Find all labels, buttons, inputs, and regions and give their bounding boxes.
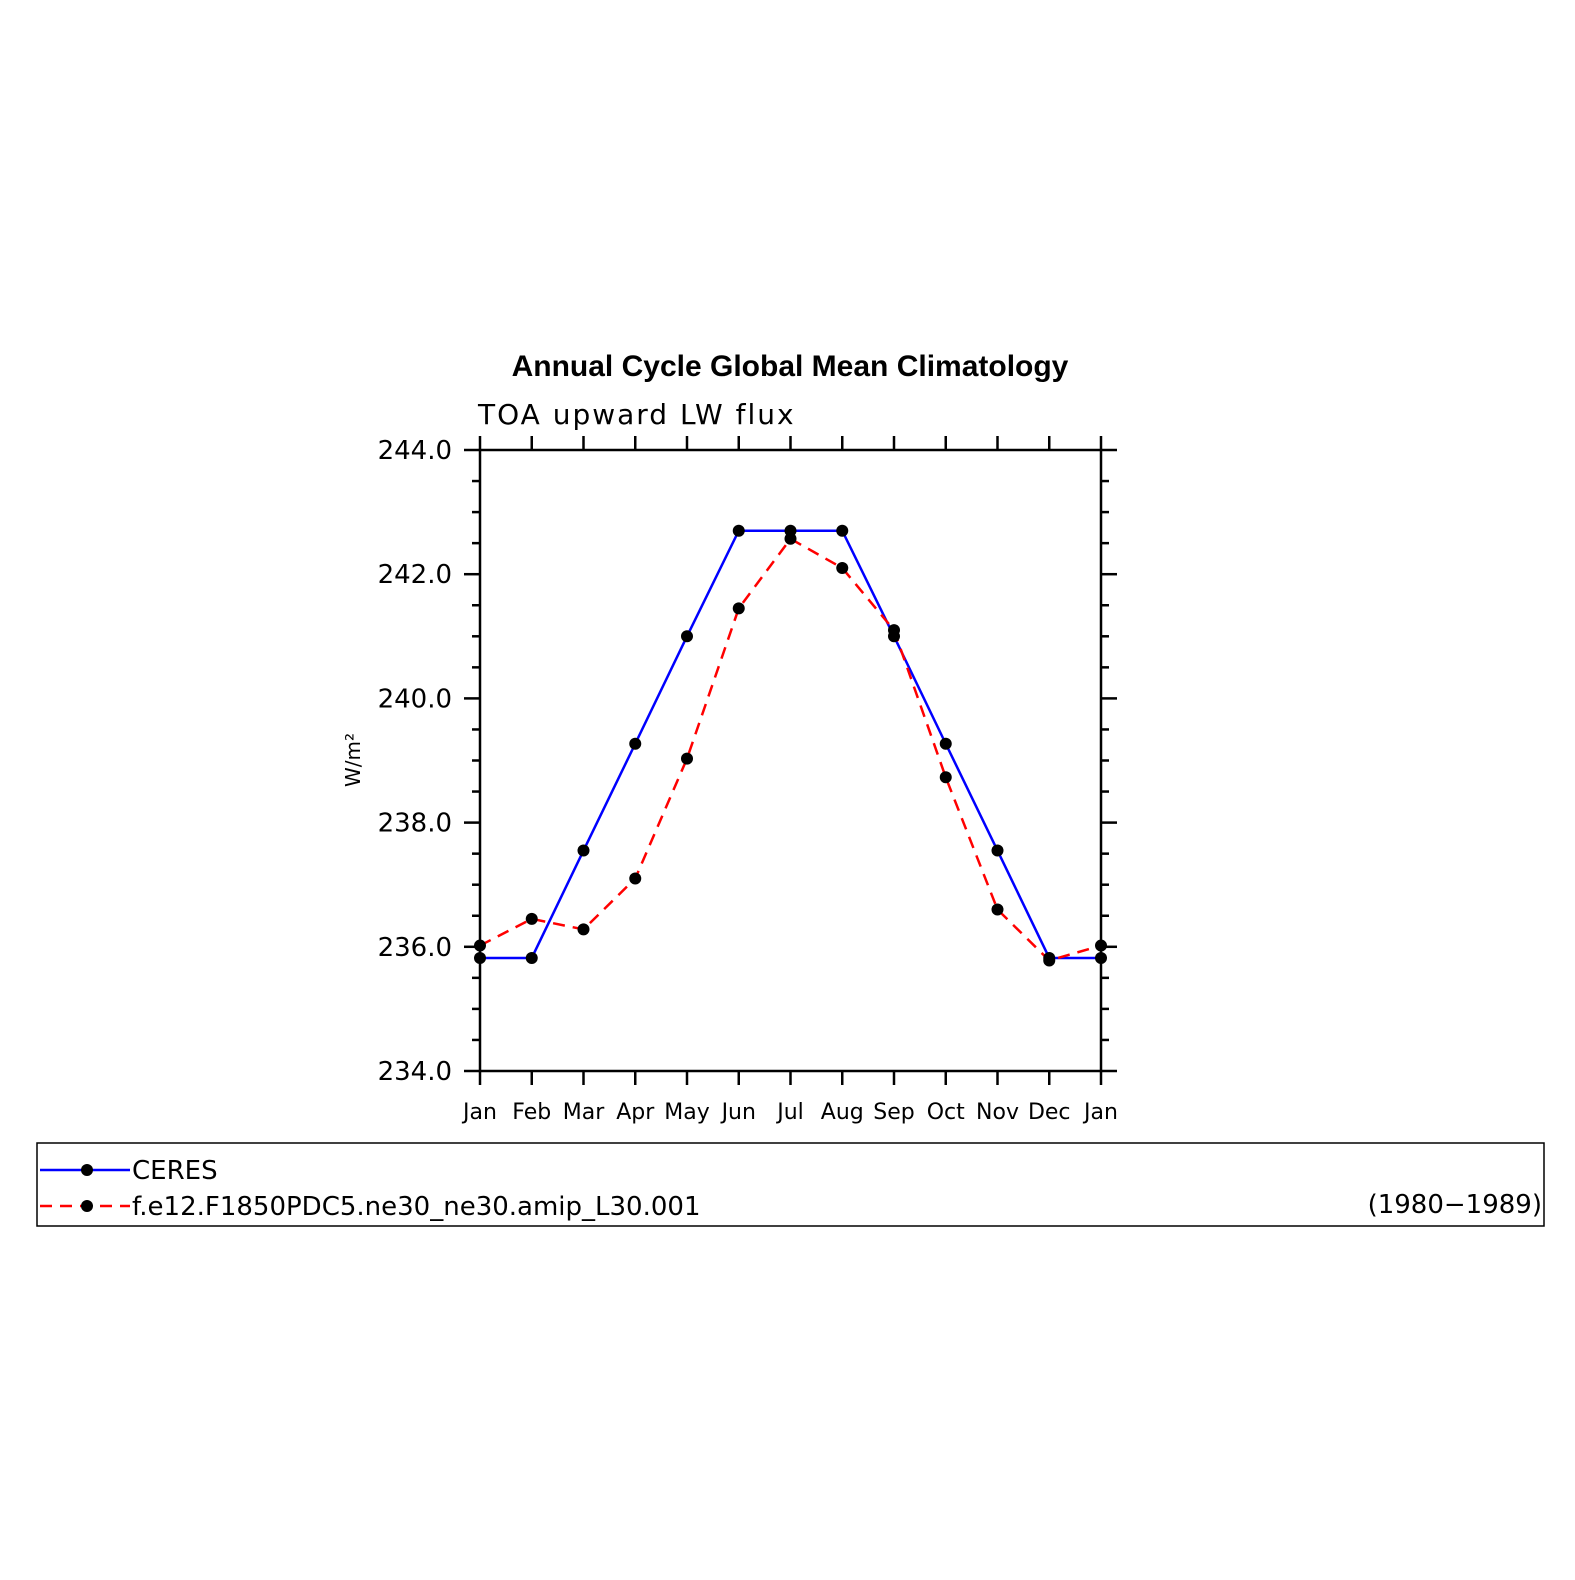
data-point-series-1 <box>1043 954 1056 967</box>
series-line-0 <box>480 529 1101 960</box>
y-tick-label: 242.0 <box>378 560 452 590</box>
data-point-series-1 <box>629 872 642 885</box>
y-axis-label: W/m² <box>341 733 365 787</box>
data-point-series-0 <box>1095 951 1107 964</box>
data-point-series-1 <box>474 939 486 952</box>
x-tick-label: Feb <box>512 1100 551 1125</box>
y-tick-label: 244.0 <box>378 436 452 466</box>
data-point-series-1 <box>525 912 538 925</box>
data-point-series-1 <box>888 624 900 637</box>
x-tick-label: Dec <box>1028 1100 1071 1125</box>
chart-subtitle: TOA upward LW flux <box>477 398 796 431</box>
legend-period-note: (1980−1989) <box>1368 1190 1542 1220</box>
data-point-series-1 <box>991 903 1004 916</box>
legend-label-0: CERES <box>132 1156 218 1186</box>
data-point-series-1 <box>732 602 745 615</box>
x-tick-label: Jun <box>720 1100 756 1125</box>
data-point-series-1 <box>836 561 849 574</box>
legend-label-1: f.e12.F1850PDC5.ne30_ne30.amip_L30.001 <box>132 1192 700 1222</box>
data-point-series-1 <box>681 752 693 765</box>
y-tick-label: 238.0 <box>378 809 452 839</box>
x-tick-label: Oct <box>927 1100 965 1125</box>
legend-marker-1 <box>81 1200 93 1212</box>
x-tick-label: Jan <box>1082 1100 1118 1125</box>
data-point-series-1 <box>577 923 590 936</box>
x-tick-label: Jul <box>775 1100 804 1125</box>
y-tick-label: 240.0 <box>378 684 452 714</box>
data-point-series-0 <box>525 951 538 964</box>
data-point-series-0 <box>732 524 745 537</box>
data-point-series-0 <box>577 844 590 857</box>
legend: CERES f.e12.F1850PDC5.ne30_ne30.amip_L30.… <box>40 1156 700 1222</box>
data-point-series-0 <box>474 951 486 964</box>
series-line-1 <box>479 537 1102 962</box>
x-tick-label: Sep <box>873 1100 914 1125</box>
x-tick-label: Apr <box>616 1100 655 1125</box>
data-point-series-1 <box>1095 939 1107 952</box>
series-layer <box>474 524 1107 967</box>
x-tick-label: Mar <box>563 1100 605 1125</box>
x-tick-label: Nov <box>976 1100 1019 1125</box>
data-point-series-0 <box>991 844 1004 857</box>
data-point-series-1 <box>784 532 797 545</box>
data-point-series-0 <box>629 737 642 750</box>
legend-marker-0 <box>81 1164 93 1176</box>
y-tick-label: 234.0 <box>378 1057 452 1087</box>
data-point-series-1 <box>939 771 952 784</box>
x-tick-label: Aug <box>821 1100 864 1125</box>
chart-title: Annual Cycle Global Mean Climatology <box>512 350 1069 383</box>
x-tick-label: May <box>664 1100 709 1125</box>
data-point-series-0 <box>681 630 693 643</box>
axes-layer: Jan Feb Mar Apr May Jun Jul Aug Sep Oct Nov Dec Jan 2… <box>378 436 1118 1125</box>
data-point-series-0 <box>939 737 952 750</box>
y-tick-label: 236.0 <box>378 933 452 963</box>
legend-box <box>36 1142 1545 1227</box>
x-tick-label: Jan <box>461 1100 497 1125</box>
data-point-series-0 <box>836 524 849 537</box>
